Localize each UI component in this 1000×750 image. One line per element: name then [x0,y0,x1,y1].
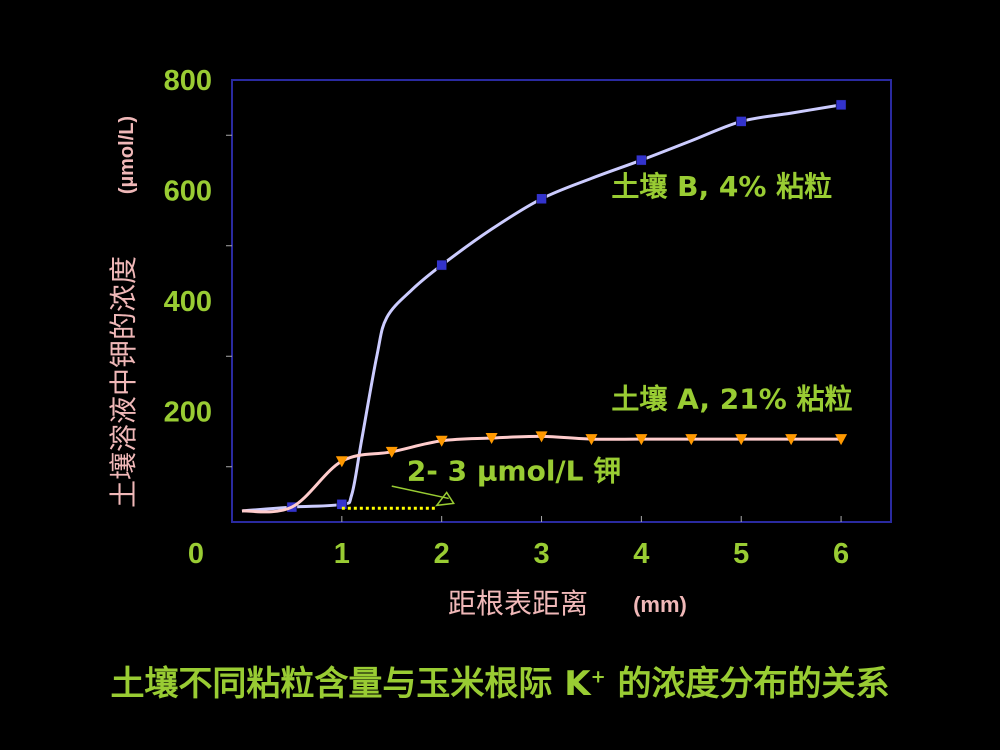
concentration-annotation: 2- 3 µmol/L 钾 [407,455,622,488]
y-axis-unit: (µmol/L) [116,116,138,194]
x-axis-title: 距根表距离 [448,587,588,620]
series-a-point [435,435,448,447]
series-b-point [436,259,447,271]
x-tick-label: 5 [733,538,749,570]
series-a-label: 土壤 A, 21% 粘粒 [611,383,852,416]
x-tick-label: 1 [334,538,350,570]
series-b-point [835,99,847,111]
series-a-point [685,434,698,446]
series-b-point [735,116,747,127]
y-tick-label: 200 [164,397,212,429]
series-a-point [585,434,598,446]
slide-caption: 土壤不同粘粒含量与玉米根际 K+ 的浓度分布的关系 [0,656,1000,705]
series-a-point [385,446,398,458]
x-tick-label: 4 [633,538,649,570]
series-a-point [835,434,848,446]
y-axis-title: 土壤溶液中钾的浓度 [107,256,140,508]
x-axis-unit: (mm) [633,592,687,617]
series-a-point [535,431,548,443]
series-b-label: 土壤 B, 4% 粘粒 [611,170,832,203]
caption-superscript: + [590,666,606,688]
x-tick-label: 3 [533,538,549,570]
y-tick-label: 400 [164,286,212,318]
x-tick-label: 2 [434,538,450,570]
annotation-arrow-shaft [391,485,449,500]
series-a-point [335,456,348,468]
series-b-point [536,193,547,205]
x-tick-label: 6 [833,538,849,570]
series-a-point [635,434,648,446]
x-tick-label: 0 [188,538,204,570]
series-a-point [485,433,498,445]
y-tick-label: 600 [164,176,212,208]
series-b-point [636,154,647,166]
caption-text-after: 的浓度分布的关系 [605,664,890,704]
series-a-point [735,434,748,446]
series-b-line [241,103,842,513]
y-tick-label: 800 [164,65,212,97]
annotation-arrow-head [435,491,455,507]
caption-text-before: 土壤不同粘粒含量与玉米根际 K [110,664,591,704]
plot-frame [231,79,892,523]
series-a-point [785,434,798,446]
